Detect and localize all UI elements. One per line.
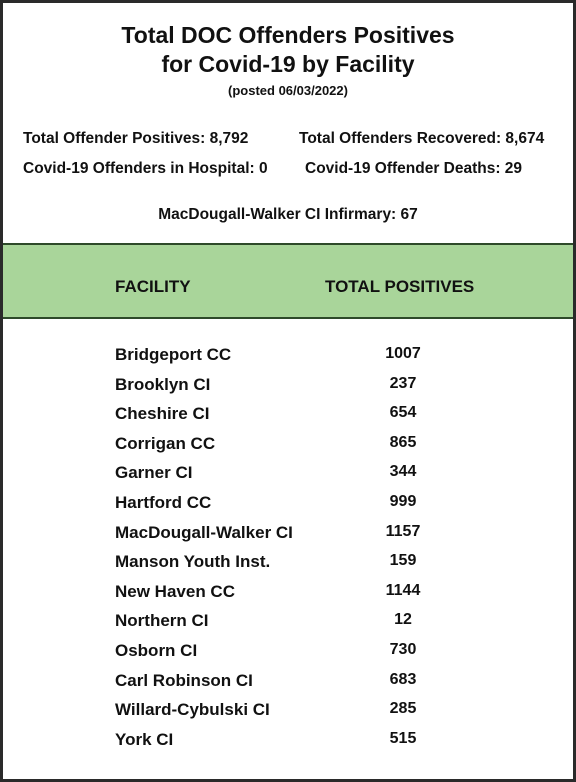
table-row: Corrigan CC 865 — [3, 434, 573, 460]
facility-name: MacDougall-Walker CI — [115, 522, 293, 542]
table-header-band: FACILITY TOTAL POSITIVES — [3, 243, 573, 319]
facility-total: 12 — [394, 611, 412, 629]
facility-total: 237 — [389, 374, 417, 392]
facility-name: Hartford CC — [115, 493, 212, 512]
infirmary-stat: MacDougall-Walker CI Infirmary: 67 — [158, 206, 418, 223]
table-row: MacDougall-Walker CI 1157 — [3, 523, 573, 549]
facility-total: 730 — [389, 641, 417, 658]
facility-name: Corrigan CC — [115, 433, 216, 453]
page-title: Total DOC Offenders Positives for Covid-… — [3, 21, 573, 79]
table-row: York CI 515 — [3, 730, 573, 756]
table-row: Osborn CI 730 — [3, 641, 573, 667]
facility-name: Bridgeport CC — [115, 345, 232, 364]
facility-column-header: FACILITY — [115, 277, 191, 296]
facility-total: 159 — [389, 552, 417, 570]
facility-name: Cheshire CI — [115, 404, 210, 424]
facility-total: 344 — [389, 463, 417, 481]
posted-date: (posted 06/03/2022) — [228, 83, 348, 98]
table-row: Brooklyn CI 237 — [3, 375, 573, 401]
table-row: Willard-Cybulski CI 285 — [3, 700, 573, 726]
hospital-stat: Covid-19 Offenders in Hospital: 0 — [23, 160, 268, 177]
facility-total: 285 — [389, 700, 417, 718]
facility-total: 1007 — [385, 345, 421, 362]
total-positives-stat: Total Offender Positives: 8,792 — [23, 130, 249, 147]
facility-name: Northern CI — [115, 611, 209, 631]
facility-name: York CI — [115, 729, 174, 749]
table-row: Hartford CC 999 — [3, 493, 573, 519]
facility-total: 515 — [389, 729, 417, 747]
table-row: Carl Robinson CI 683 — [3, 671, 573, 697]
facility-name: Carl Robinson CI — [115, 670, 253, 690]
title-line-1: Total DOC Offenders Positives — [121, 22, 455, 48]
facility-name: Brooklyn CI — [115, 374, 211, 394]
facility-name: Garner CI — [115, 463, 193, 483]
facility-total: 1144 — [385, 581, 421, 599]
facility-name: Willard-Cybulski CI — [115, 700, 270, 720]
table-row: Bridgeport CC 1007 — [3, 345, 573, 371]
facility-name: Osborn CI — [115, 641, 198, 660]
facility-name: New Haven CC — [115, 581, 235, 601]
table-row: New Haven CC 1144 — [3, 582, 573, 608]
table-row: Garner CI 344 — [3, 463, 573, 489]
facility-total: 654 — [389, 404, 417, 422]
total-positives-column-header: TOTAL POSITIVES — [325, 277, 475, 296]
table-row: Northern CI 12 — [3, 611, 573, 637]
facility-name: Manson Youth Inst. — [115, 552, 271, 572]
total-recovered-stat: Total Offenders Recovered: 8,674 — [299, 130, 545, 147]
facility-total: 1157 — [385, 522, 421, 540]
table-row: Manson Youth Inst. 159 — [3, 552, 573, 578]
facility-total: 683 — [389, 670, 417, 688]
table-row: Cheshire CI 654 — [3, 404, 573, 430]
facility-total: 865 — [389, 433, 417, 451]
title-line-2: for Covid-19 by Facility — [161, 51, 415, 77]
facility-total: 999 — [389, 493, 417, 510]
deaths-stat: Covid-19 Offender Deaths: 29 — [305, 160, 523, 177]
